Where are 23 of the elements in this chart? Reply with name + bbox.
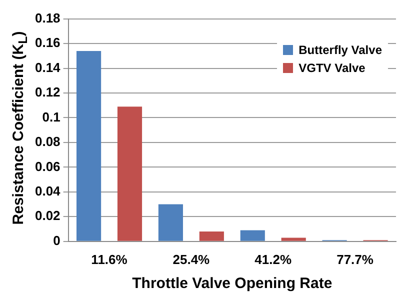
x-tick-label: 25.4% [172, 252, 210, 267]
y-tick-label: 0.14 [34, 60, 62, 75]
y-tick-label: 0.04 [34, 184, 62, 199]
y-tick-label: 0.08 [34, 134, 60, 150]
x-tick-label: 77.7% [336, 252, 374, 267]
legend-label: VGTV Valve [298, 61, 366, 75]
y-tick-label: 0.06 [34, 158, 60, 174]
bar [281, 238, 306, 241]
y-tick-label: 0.12 [34, 84, 60, 100]
y-tick-label: 0.16 [34, 35, 60, 50]
bar [158, 204, 183, 241]
x-axis-title: Throttle Valve Opening Rate [132, 275, 332, 292]
y-tick-label: 0 [53, 232, 60, 248]
bar [199, 232, 224, 241]
y-tick-label: 0.1 [42, 109, 60, 124]
legend-label: Butterfly Valve [298, 43, 382, 57]
bar [240, 230, 265, 241]
x-tick-label: 41.2% [254, 252, 292, 267]
y-tick-label: 0.18 [34, 10, 60, 26]
bar [117, 106, 142, 241]
x-tick-label: 11.6% [91, 252, 128, 267]
y-tick-label: 0.02 [34, 208, 60, 224]
bar [76, 50, 102, 241]
